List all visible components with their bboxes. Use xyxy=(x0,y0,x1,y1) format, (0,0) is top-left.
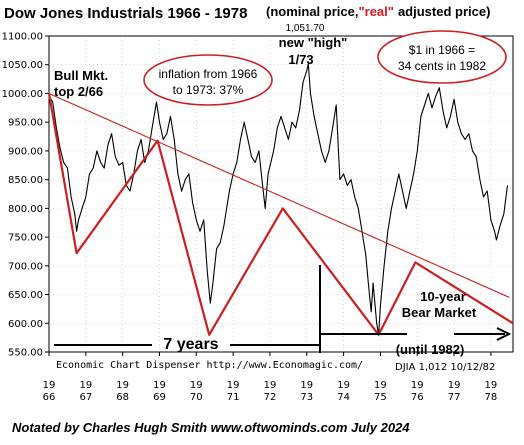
bear-market-arrowhead xyxy=(496,327,512,341)
x-tick-label-year: 67 xyxy=(79,392,92,403)
subtitle-part-nominal: (nominal price, xyxy=(266,4,358,19)
x-tick-label-year: 73 xyxy=(300,392,313,403)
x-tick-label-year: 77 xyxy=(448,392,461,403)
notation-overlays xyxy=(47,92,514,336)
x-tick-label-century: 19 xyxy=(116,380,129,391)
high-label-line1: new "high" xyxy=(279,35,348,50)
x-tick-label-century: 19 xyxy=(337,380,350,391)
y-tick-label: 750.00 xyxy=(8,233,43,244)
x-tick-label-century: 19 xyxy=(227,380,240,391)
x-tick-label-year: 74 xyxy=(337,392,350,403)
seven-years-label: 7 years xyxy=(163,336,218,353)
y-tick-label: 850.00 xyxy=(8,175,43,186)
x-tick-label-year: 72 xyxy=(264,392,277,403)
bull-market-label-line2: top 2/66 xyxy=(54,84,103,99)
y-tick-label: 900.00 xyxy=(8,146,43,157)
y-tick-label: 800.00 xyxy=(8,204,43,215)
plot-area xyxy=(48,35,514,353)
bear-market-label-line3: (until 1982) xyxy=(396,342,465,357)
inflation-label-line1: inflation from 1966 xyxy=(159,67,258,81)
y-tick-label: 1000.00 xyxy=(2,89,43,100)
x-tick-label-year: 66 xyxy=(43,392,56,403)
dollar-label-line1: $1 in 1966 = xyxy=(409,43,475,57)
y-tick-label: 650.00 xyxy=(8,290,43,301)
y-tick-label: 700.00 xyxy=(8,261,43,272)
x-tick-label-century: 19 xyxy=(448,380,461,391)
high-label-line2: 1/73 xyxy=(288,52,313,67)
x-tick-label-century: 19 xyxy=(264,380,277,391)
trendline-line xyxy=(48,92,510,298)
subtitle-part-adjusted: adjusted price) xyxy=(398,4,490,19)
subtitle-part-real: "real" xyxy=(358,4,393,19)
price-series xyxy=(48,63,509,336)
y-tick-label: 1050.00 xyxy=(2,60,43,71)
x-axis: 1966196719681969197019711972197319741975… xyxy=(43,352,498,403)
zigzag-line xyxy=(47,93,514,336)
x-tick-label-year: 75 xyxy=(374,392,387,403)
x-tick-label-century: 19 xyxy=(411,380,424,391)
bear-market-label-line2: Bear Market xyxy=(402,305,477,320)
dollar-label-line2: 34 cents in 1982 xyxy=(398,59,486,73)
y-tick-label: 600.00 xyxy=(8,319,43,330)
y-tick-label: 950.00 xyxy=(8,118,43,129)
x-tick-label-century: 19 xyxy=(300,380,313,391)
x-tick-label-century: 19 xyxy=(43,380,56,391)
djia-label: DJIA 1,012 10/12/82 xyxy=(395,362,495,373)
inflation-callout-ellipse xyxy=(143,54,273,106)
y-tick-label: 550.00 xyxy=(8,348,43,359)
x-tick-label-century: 19 xyxy=(374,380,387,391)
y-axis: 550.00 600.00 650.00 700.00 750.00 800.00 850.… xyxy=(2,32,49,359)
chart-title: Dow Jones Industrials 1966 - 1978 xyxy=(4,5,247,22)
dow-price-line xyxy=(48,63,509,336)
dollar-callout-ellipse xyxy=(377,30,507,84)
x-tick-label-year: 69 xyxy=(153,392,166,403)
x-tick-label-year: 71 xyxy=(227,392,240,403)
source-label: Economic Chart Dispenser http://www.Econ… xyxy=(56,360,363,371)
credit-label: Notated by Charles Hugh Smith www.oftwom… xyxy=(12,420,410,435)
x-tick-label-year: 68 xyxy=(116,392,129,403)
x-tick-label-year: 70 xyxy=(190,392,203,403)
x-tick-label-century: 19 xyxy=(485,380,498,391)
bull-market-label-line1: Bull Mkt. xyxy=(54,68,108,83)
x-tick-label-century: 19 xyxy=(190,380,203,391)
high-value-label: 1,051.70 xyxy=(286,23,325,34)
x-tick-label-year: 76 xyxy=(411,392,424,403)
x-tick-label-year: 78 xyxy=(485,392,498,403)
bear-market-label-line1: 10-year xyxy=(420,289,466,304)
x-tick-label-century: 19 xyxy=(153,380,166,391)
x-tick-label-century: 19 xyxy=(79,380,92,391)
chart-subtitle: (nominal price,"real" adjusted price) xyxy=(266,4,490,19)
y-tick-label: 1100.00 xyxy=(2,32,43,43)
inflation-label-line2: to 1973: 37% xyxy=(173,83,244,97)
